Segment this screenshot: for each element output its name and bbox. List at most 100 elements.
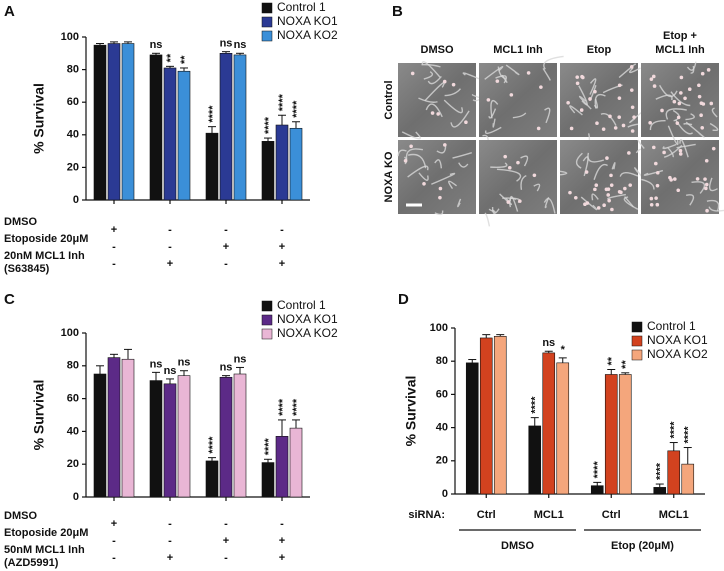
cell [653, 161, 658, 166]
cell [672, 99, 677, 104]
cell-strand [637, 139, 645, 149]
y-tick-label: 80 [436, 355, 448, 367]
cell-strand [591, 193, 599, 201]
y-tick-label: 80 [67, 64, 79, 76]
cell-strand [533, 183, 541, 192]
y-tick-label: 0 [442, 488, 448, 500]
cell-strand [578, 95, 592, 110]
y-tick-label: 40 [67, 129, 79, 141]
micrograph [398, 61, 492, 140]
bar [289, 127, 303, 201]
cell [703, 177, 707, 181]
condition-mark: + [167, 258, 173, 270]
cell [683, 96, 687, 101]
y-tick-label: 60 [67, 393, 79, 405]
cell [649, 196, 654, 201]
significance-label: ** [620, 360, 632, 369]
cell [704, 186, 708, 191]
cell-strand [520, 175, 527, 190]
bar [177, 70, 191, 201]
cell [403, 159, 408, 163]
cell [573, 195, 578, 200]
legend-label: Control 1 [277, 298, 326, 312]
micrograph-bg [398, 63, 476, 137]
condition-mark: - [280, 518, 284, 530]
cell [709, 101, 714, 106]
cell-strand [685, 194, 695, 206]
cell [486, 98, 491, 102]
cell-strand [542, 67, 551, 81]
cell [410, 71, 415, 76]
condition-label: 20nM MCL1 Inh [4, 250, 85, 262]
cell [593, 187, 597, 192]
cell-strand [490, 162, 508, 168]
bar [93, 44, 107, 201]
cell-strand [490, 100, 499, 119]
cell-strand [421, 63, 441, 68]
micrograph [479, 55, 564, 141]
bar [289, 427, 303, 498]
significance-label: ns [150, 358, 163, 370]
cell [606, 193, 611, 197]
condition-mark: - [168, 224, 172, 236]
panel-label: D [398, 291, 409, 308]
bar [149, 54, 163, 201]
cell-strand [589, 78, 597, 95]
cell [655, 170, 660, 175]
cell [655, 183, 660, 188]
cell-strand [444, 88, 462, 97]
cell [451, 82, 456, 87]
row-label: Control [383, 80, 395, 119]
cell-strand [593, 163, 608, 180]
condition-mark: - [280, 224, 284, 236]
legend-label: NOXA KO1 [647, 333, 708, 347]
legend-label: NOXA KO2 [277, 326, 338, 340]
y-tick-label: 40 [436, 422, 448, 434]
x-tick-label: MCL1 [659, 509, 689, 521]
micrograph [637, 125, 724, 214]
condition-mark: - [112, 258, 116, 270]
cell-strand [520, 155, 529, 167]
significance-label: ns [178, 357, 191, 369]
cell-strand [425, 103, 443, 118]
cell-strand [611, 161, 616, 170]
cell [697, 94, 702, 99]
cell-strand [543, 197, 556, 214]
cell-strand [662, 143, 677, 150]
bar [681, 463, 695, 495]
cell-strand [569, 105, 583, 116]
significance-label: **** [655, 462, 667, 480]
micrograph-bg [560, 63, 638, 137]
cell [623, 186, 627, 191]
cell-strand [407, 153, 427, 169]
cell [536, 126, 541, 131]
bar [618, 374, 632, 495]
bar [121, 43, 135, 201]
legend-label: NOXA KO1 [277, 312, 338, 326]
legend-swatch [631, 349, 643, 361]
significance-label: **** [277, 398, 289, 416]
cell-strand [505, 64, 520, 76]
cell [503, 154, 508, 159]
y-tick-label: 20 [67, 161, 79, 173]
condition-mark: - [112, 241, 116, 253]
y-tick-label: 80 [67, 360, 79, 372]
bar [556, 362, 570, 495]
cell-strand [578, 85, 588, 106]
significance-label: ns [220, 38, 233, 50]
y-tick-label: 60 [436, 388, 448, 400]
cell [695, 177, 700, 181]
cell-strand [482, 134, 489, 141]
y-axis-title: % Survival [403, 376, 419, 447]
significance-label: **** [277, 93, 289, 111]
condition-label: DMSO [4, 216, 37, 228]
legend-swatch [261, 2, 273, 14]
group-label: Etop (20μM) [611, 540, 674, 552]
cell [442, 79, 447, 84]
cell-strand [706, 199, 720, 212]
condition-label: Etoposide 20μM [4, 233, 88, 245]
cell [609, 183, 614, 187]
significance-label: **** [669, 421, 681, 439]
cell [506, 200, 511, 204]
cell [613, 126, 618, 130]
